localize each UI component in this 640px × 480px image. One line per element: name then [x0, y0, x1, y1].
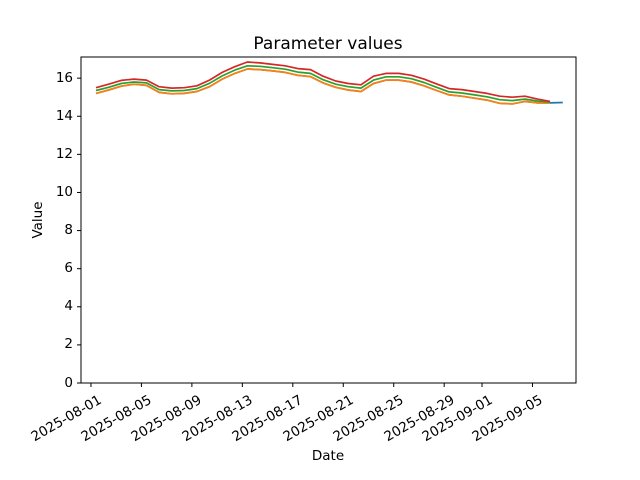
- series-green-line: [95, 64, 551, 104]
- y-tick-label: 4: [64, 298, 73, 315]
- y-tick-label: 14: [55, 107, 73, 124]
- y-tick-label: 0: [64, 374, 73, 391]
- y-tick-label: 8: [64, 222, 73, 239]
- y-tick-label: 6: [64, 260, 73, 277]
- series-orange-line: [95, 68, 551, 105]
- y-tick-label: 10: [55, 183, 73, 200]
- series-red-line: [95, 61, 551, 103]
- y-tick-label: 16: [55, 69, 73, 86]
- axes-frame: [80, 56, 577, 384]
- chart-title: Parameter values: [253, 34, 403, 54]
- y-tick-label: 12: [55, 145, 73, 162]
- y-axis-label: Value: [30, 201, 46, 239]
- y-tick-label: 2: [64, 336, 73, 353]
- x-axis-label: Date: [311, 448, 345, 464]
